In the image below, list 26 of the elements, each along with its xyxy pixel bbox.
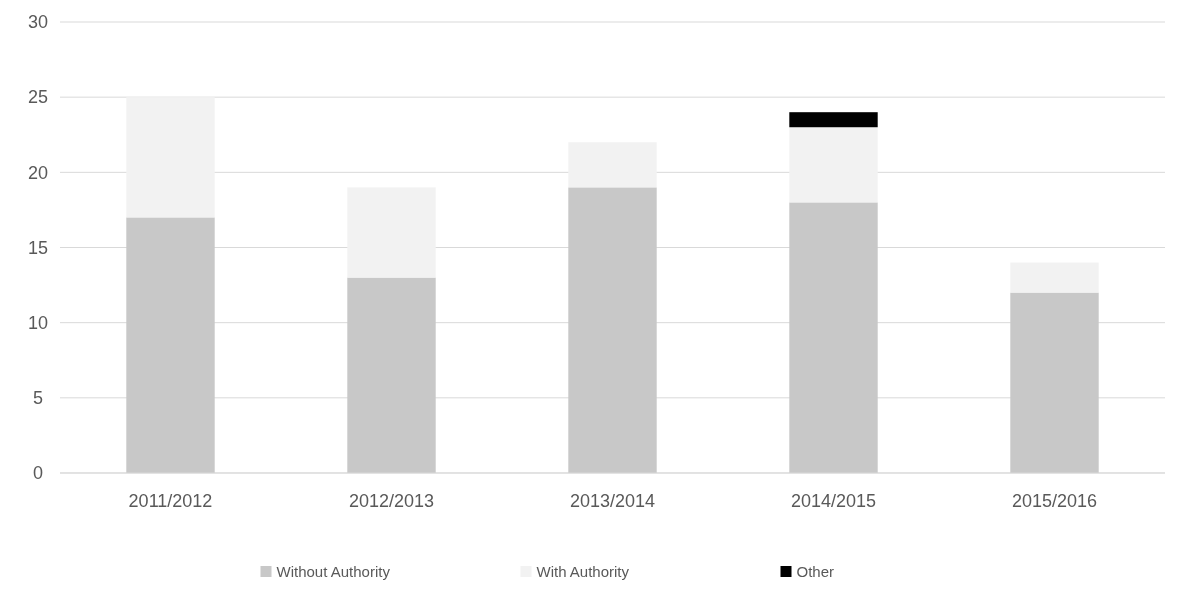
bar: [347, 277, 436, 473]
x-tick-label: 2015/2016: [1011, 491, 1098, 511]
bar: [126, 97, 215, 218]
y-tick-label: 25: [27, 87, 49, 108]
bar: [1010, 262, 1099, 293]
y-tick-label: 20: [27, 162, 49, 183]
bar: [347, 187, 436, 278]
x-tick-label: 2013/2014: [569, 491, 656, 511]
x-tick-label: 2011/2012: [128, 491, 213, 511]
y-tick-label: 5: [32, 388, 44, 409]
y-tick-label: 0: [32, 463, 44, 484]
legend-label: With Authority: [536, 563, 630, 580]
x-tick-label: 2012/2013: [348, 491, 435, 511]
x-tick-label: 2014/2015: [790, 491, 877, 511]
bar: [789, 112, 878, 128]
bar: [1010, 292, 1099, 473]
bar: [789, 127, 878, 203]
y-tick-label: 15: [27, 237, 49, 258]
y-tick-label: 30: [27, 12, 49, 33]
bar: [568, 187, 657, 473]
bar: [789, 202, 878, 473]
bar: [126, 217, 215, 473]
legend-label: Other: [796, 563, 835, 580]
bar: [568, 142, 657, 188]
y-tick-label: 10: [27, 312, 49, 333]
legend-label: Without Authority: [276, 563, 391, 580]
